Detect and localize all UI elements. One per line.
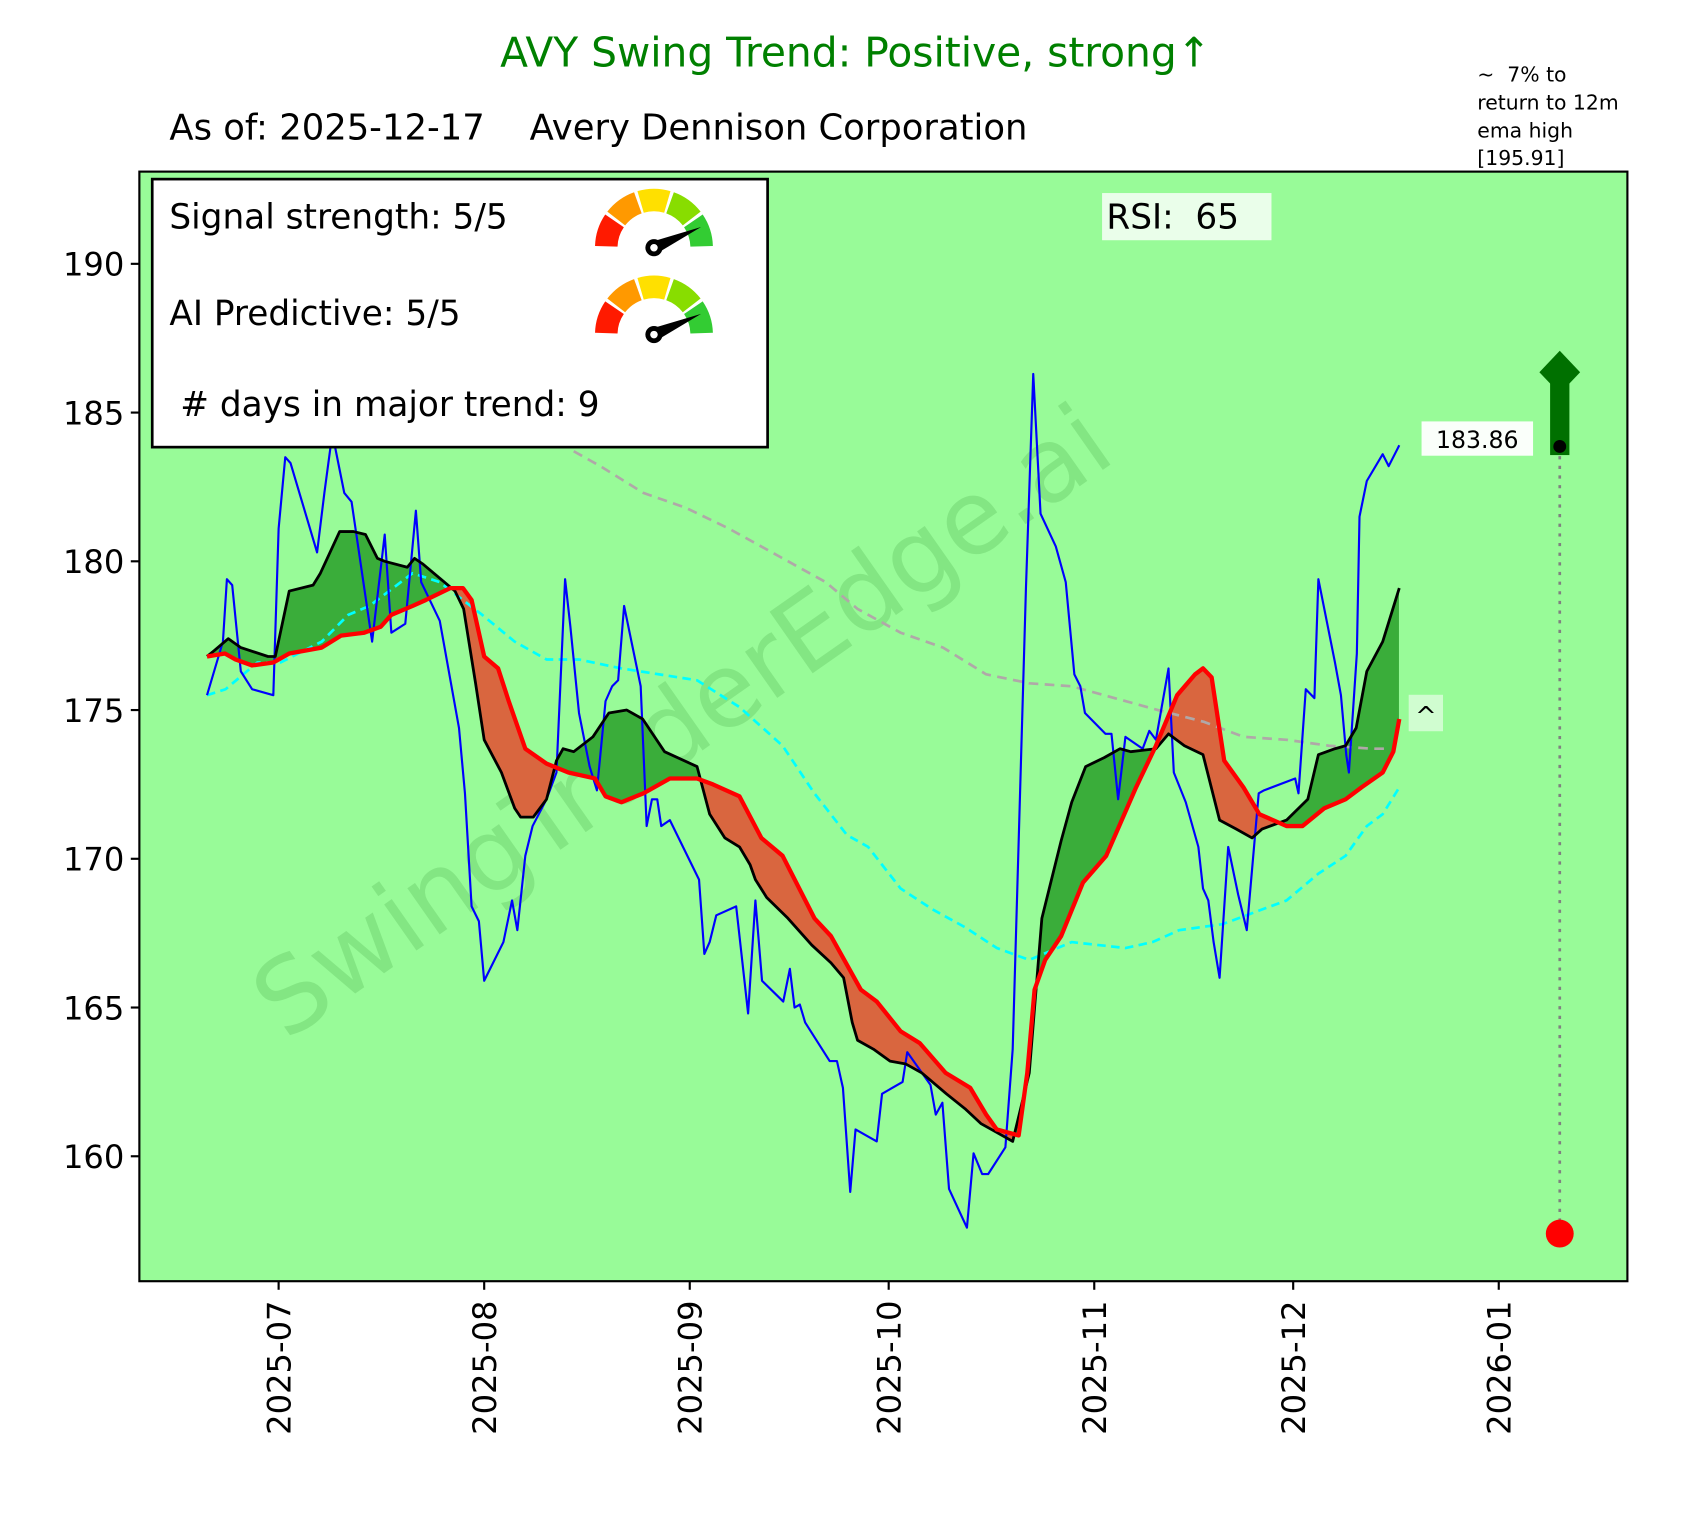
x-tick-label: 2025-07 (260, 1301, 298, 1435)
x-tick-label: 2025-08 (466, 1301, 504, 1435)
x-tick-label: 2025-12 (1275, 1301, 1313, 1435)
signal-strength-label: Signal strength: 5/5 (169, 197, 507, 237)
bearish-fill-region (701, 779, 1017, 1142)
x-tick-label: 2025-10 (870, 1301, 908, 1435)
bearish-fill-region (1155, 668, 1280, 838)
up-arrow-icon (1539, 350, 1581, 394)
rsi-badge: RSI: 65 (1102, 193, 1272, 241)
gauge-needle (651, 313, 702, 341)
target-note-line: [195.91] (1477, 146, 1564, 170)
x-tick-label: 2026-01 (1481, 1301, 1519, 1435)
ai-predictive-label: AI Predictive: 5/5 (169, 294, 460, 334)
gauge-segment (666, 192, 701, 226)
legend-box: Signal strength: 5/5 AI Predictive: 5/5 … (150, 177, 769, 449)
y-tick-label: 190 (63, 246, 124, 284)
days-in-trend-label: # days in major trend: 9 (169, 385, 599, 425)
target-note-line: return to 12m (1477, 90, 1618, 114)
gauge-needle (651, 227, 702, 254)
y-tick-label: 175 (63, 692, 124, 730)
last-price-badge: 183.86 (1421, 421, 1534, 456)
gauge-hub-center (650, 330, 658, 339)
gauge-segment (637, 275, 671, 300)
series-line-gray-ma (573, 450, 1389, 751)
chart-title: AVY Swing Trend: Positive, strong↑ (500, 29, 1211, 77)
y-tick-label: 160 (63, 1138, 124, 1176)
x-tick-label: 2025-09 (672, 1301, 710, 1435)
crossover-badge: ^ (1408, 694, 1444, 732)
y-tick-label: 185 (63, 394, 124, 432)
last-price-dot (1553, 440, 1567, 453)
gauge-segment (607, 192, 642, 226)
target-arrow-shaft (1550, 378, 1570, 456)
stop-level-dot (1545, 1219, 1574, 1248)
gauge-segment (684, 301, 713, 334)
gauge-hub-center (650, 243, 658, 252)
bullish-fill-region (207, 531, 453, 666)
bullish-fill-region (1279, 589, 1399, 827)
rsi-label: RSI: 65 (1106, 197, 1239, 237)
series-line-close (205, 372, 1401, 1229)
gauge-segment (595, 214, 624, 247)
target-note-line: ~ 7% to (1477, 63, 1566, 87)
target-note: ~ 7% to return to 12m ema high [195.91] (1477, 63, 1618, 171)
y-tick-label: 180 (63, 543, 124, 581)
last-price-label: 183.86 (1436, 426, 1519, 454)
gauge-segment (637, 188, 671, 213)
gauge-segment (666, 279, 701, 313)
target-note-line: ema high (1477, 118, 1573, 142)
series-line-cyan-ma (206, 571, 1401, 962)
series-line-fast-ema (206, 530, 1401, 1143)
x-tick-label: 2025-11 (1076, 1301, 1114, 1435)
plot-frame (138, 170, 1629, 1283)
signal-strength-gauge-icon (595, 188, 713, 257)
y-tick-label: 170 (63, 841, 124, 879)
gauge-segment (684, 214, 713, 247)
bearish-fill-region (452, 588, 556, 818)
y-tick-label: 165 (63, 989, 124, 1027)
chart-subtitle: As of: 2025-12-17 Avery Dennison Corpora… (169, 107, 1027, 148)
crossover-marker: ^ (1415, 702, 1437, 732)
gauge-segment (595, 301, 624, 334)
series-line-slow-ema (206, 585, 1402, 1138)
gauge-segment (607, 279, 642, 313)
ai-predictive-gauge-icon (595, 275, 713, 344)
